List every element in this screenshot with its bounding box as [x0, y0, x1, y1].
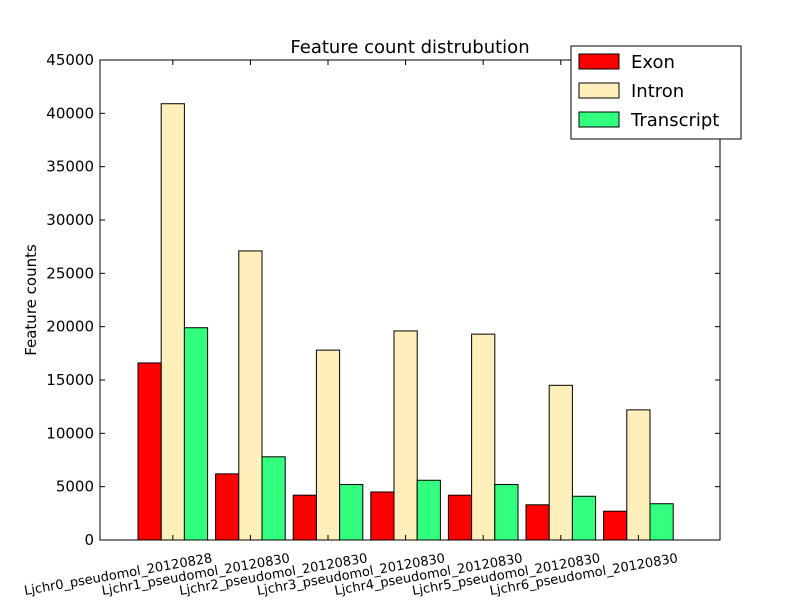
y-tick-label: 10000 [46, 424, 94, 442]
bar-intron-0 [160, 103, 185, 541]
plot-frame [99, 59, 721, 541]
bar-intron-3 [393, 330, 418, 541]
bar-intron-5 [548, 384, 573, 541]
y-tick-label: 45000 [46, 51, 94, 69]
bar-exon-3 [370, 491, 395, 541]
y-tick-label: 5000 [56, 478, 94, 496]
bar-exon-4 [447, 494, 473, 541]
bar-transcript-6 [649, 503, 674, 541]
y-tick-label: 25000 [46, 264, 94, 282]
bar-transcript-5 [571, 495, 597, 541]
y-tick-label: 35000 [46, 158, 94, 176]
bar-transcript-3 [416, 479, 441, 541]
y-axis-label: Feature counts [22, 244, 40, 356]
y-tick-label: 15000 [46, 371, 94, 389]
bar-exon-2 [292, 494, 317, 541]
chart-title: Feature count distrubution [290, 37, 529, 58]
y-tick-label: 30000 [46, 211, 94, 229]
legend: Exon Intron Transcript [570, 45, 742, 140]
bar-transcript-0 [183, 327, 209, 541]
legend-label-exon: Exon [631, 52, 675, 73]
y-tick-label: 40000 [46, 104, 94, 122]
bar-exon-1 [215, 473, 240, 541]
legend-swatch-exon [578, 53, 620, 70]
legend-label-intron: Intron [631, 81, 684, 102]
bar-intron-1 [238, 250, 263, 541]
y-tick-label: 20000 [46, 318, 94, 336]
bar-transcript-2 [339, 484, 364, 541]
bar-exon-6 [603, 510, 628, 541]
y-tick-label: 0 [84, 531, 94, 549]
legend-swatch-transcript [578, 111, 620, 128]
bar-exon-5 [525, 504, 550, 541]
bar-intron-6 [626, 409, 651, 541]
bar-intron-2 [315, 349, 341, 541]
legend-swatch-intron [578, 82, 620, 99]
bar-intron-4 [471, 333, 496, 541]
bar-transcript-4 [494, 484, 519, 541]
legend-label-transcript: Transcript [630, 110, 719, 131]
bar-exon-0 [137, 362, 162, 541]
bar-transcript-1 [261, 456, 286, 541]
